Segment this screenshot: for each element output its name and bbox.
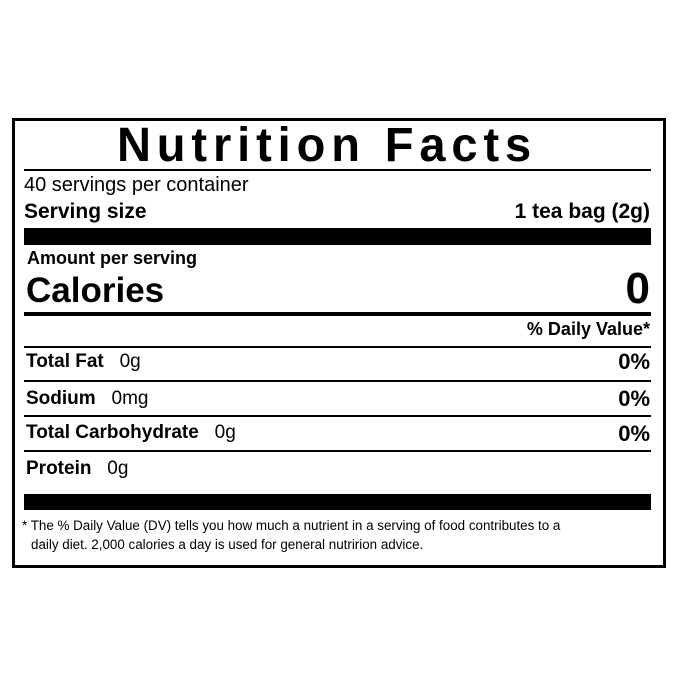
- daily-value-header: % Daily Value*: [526, 319, 650, 339]
- thick-divider: [24, 494, 651, 510]
- serving-size-label: Serving size: [24, 200, 147, 223]
- nutrient-dv: 0%: [618, 349, 650, 374]
- nutrient-dv: 0%: [618, 386, 650, 411]
- divider: [24, 380, 651, 382]
- nutrient-row-total-fat: Total Fat 0g: [26, 351, 141, 373]
- nutrition-facts-panel: [12, 118, 666, 568]
- nutrient-label: Sodium: [26, 388, 96, 409]
- nutrient-amount: 0mg: [111, 388, 149, 409]
- thick-divider: [24, 228, 651, 245]
- nutrient-label: Total Carbohydrate: [26, 422, 199, 443]
- nutrient-amount: 0g: [119, 351, 141, 372]
- nutrient-row-sodium: Sodium 0mg: [26, 388, 148, 410]
- calories-value: 0: [625, 264, 650, 313]
- nutrient-label: Protein: [26, 458, 92, 479]
- nutrient-row-protein: Protein 0g: [26, 458, 128, 480]
- divider: [24, 169, 651, 171]
- servings-per-container: 40 servings per container: [24, 174, 249, 196]
- nutrient-amount: 0g: [107, 458, 129, 479]
- medium-divider: [24, 312, 651, 316]
- serving-size-value: 1 tea bag (2g): [514, 200, 650, 223]
- footnote-line-1: * The % Daily Value (DV) tells you how m…: [22, 518, 561, 533]
- calories-label: Calories: [26, 271, 165, 310]
- nutrient-amount: 0g: [214, 422, 236, 443]
- divider: [24, 415, 651, 417]
- nutrient-label: Total Fat: [26, 351, 104, 372]
- divider: [24, 450, 651, 452]
- amount-per-serving: Amount per serving: [27, 248, 198, 268]
- panel-title: Nutrition Facts: [116, 119, 538, 172]
- footnote-line-2: daily diet. 2,000 calories a day is used…: [31, 537, 424, 552]
- divider: [24, 346, 651, 348]
- nutrient-row-total-carbohydrate: Total Carbohydrate 0g: [26, 422, 236, 444]
- nutrient-dv: 0%: [618, 421, 650, 446]
